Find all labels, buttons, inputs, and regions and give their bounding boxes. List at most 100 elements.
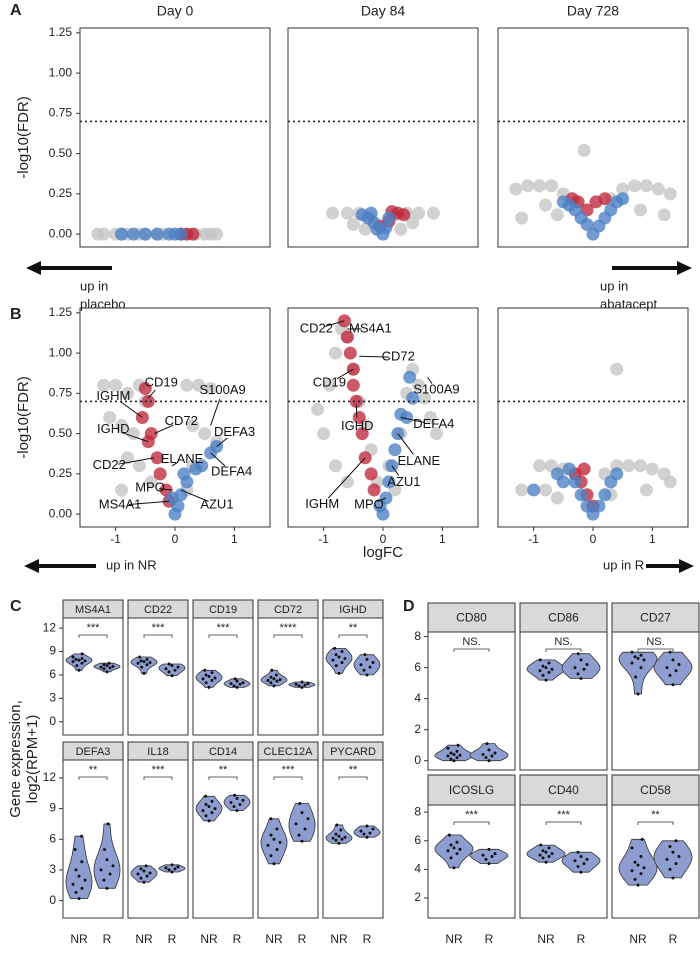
- facet-title: IL18: [147, 746, 168, 758]
- direction-note: placebo: [80, 296, 126, 311]
- point: [340, 206, 354, 220]
- facet-frame: [79, 307, 271, 528]
- y-tick-label: 3: [49, 862, 56, 876]
- x-tick-label: 1: [231, 532, 238, 546]
- annotation-label: CD72: [382, 349, 415, 364]
- point: [349, 394, 363, 408]
- data-dot: [142, 660, 146, 664]
- facet-strip: [427, 602, 516, 633]
- data-dot: [490, 754, 494, 758]
- facet-strip: [427, 774, 516, 806]
- data-dot: [213, 807, 217, 811]
- point: [533, 179, 547, 193]
- facet-title: CD40: [548, 783, 579, 797]
- data-dot: [266, 843, 270, 847]
- x-tick-label: 0: [172, 532, 179, 546]
- facet-frame: [519, 631, 608, 771]
- data-dot: [303, 827, 307, 831]
- data-dot: [633, 655, 637, 659]
- violin: [618, 838, 658, 886]
- data-dot: [74, 890, 78, 894]
- significance-label: ***: [557, 809, 571, 821]
- data-dot: [207, 675, 211, 678]
- point: [364, 467, 378, 481]
- facet-frame: [427, 631, 516, 771]
- data-dot: [333, 646, 337, 650]
- x-tick-label: R: [485, 932, 494, 946]
- violin: [653, 840, 693, 879]
- x-tick-label: NR: [70, 932, 88, 946]
- point: [329, 346, 342, 360]
- data-dot: [368, 831, 372, 835]
- significance-bracket: [453, 821, 490, 825]
- facet-title: DEFA3: [76, 746, 111, 758]
- facet-title: PYCARD: [330, 746, 376, 758]
- data-dot: [232, 684, 236, 688]
- facet-title: Day 0: [157, 3, 194, 19]
- annotation-label: AZU1: [387, 474, 420, 489]
- significance-label: ***: [465, 809, 479, 821]
- direction-note: up in: [600, 278, 628, 293]
- point: [326, 206, 340, 220]
- point: [418, 391, 432, 405]
- annotation-leader: [147, 389, 156, 399]
- significance-bracket: [338, 776, 368, 780]
- point: [616, 192, 630, 206]
- point: [138, 382, 152, 396]
- data-dot: [668, 650, 672, 654]
- significance-bracket: [338, 634, 368, 638]
- point: [168, 507, 182, 521]
- data-dot: [455, 840, 459, 844]
- data-dot: [207, 819, 211, 823]
- point: [651, 182, 665, 196]
- data-dot: [642, 658, 646, 662]
- significance-label: ***: [152, 622, 166, 634]
- point: [177, 467, 191, 481]
- data-dot: [111, 864, 115, 868]
- significance-label: **: [349, 622, 358, 634]
- data-dot: [210, 678, 214, 682]
- data-dot: [210, 811, 214, 815]
- data-dot: [449, 856, 453, 860]
- x-tick-label: -1: [110, 532, 121, 546]
- data-dot: [105, 886, 109, 890]
- y-tick-label: 1.00: [49, 65, 73, 79]
- point: [429, 427, 443, 441]
- annotation-label: CD19: [313, 375, 346, 390]
- significance-label: NS.: [554, 636, 572, 648]
- data-dot: [335, 823, 339, 827]
- data-dot: [550, 852, 554, 856]
- data-dot: [582, 862, 586, 866]
- facet-title: CD58: [640, 783, 671, 797]
- point: [616, 182, 630, 196]
- point: [311, 402, 325, 416]
- data-dot: [275, 847, 279, 851]
- point: [424, 411, 437, 424]
- violin: [93, 823, 121, 889]
- data-dot: [298, 801, 302, 805]
- data-dot: [487, 759, 491, 763]
- data-dot: [102, 878, 106, 882]
- facet-strip: [519, 774, 608, 806]
- x-tick-label: NR: [445, 932, 463, 946]
- data-dot: [365, 824, 369, 828]
- violin: [469, 743, 509, 762]
- data-dot: [170, 870, 174, 874]
- point: [394, 222, 408, 236]
- data-dot: [275, 827, 279, 831]
- point: [509, 182, 523, 196]
- direction-note: up in R: [603, 557, 644, 572]
- data-dot: [633, 860, 637, 864]
- facet-frame: [127, 617, 189, 736]
- point: [138, 227, 152, 241]
- data-dot: [136, 661, 140, 665]
- y-tick-label: 0.25: [49, 466, 73, 480]
- significance-label: ***: [282, 764, 296, 776]
- arrow-head: [679, 559, 694, 573]
- data-dot: [269, 817, 273, 821]
- violin: [469, 848, 509, 864]
- point: [403, 370, 417, 384]
- facet-title: CD14: [209, 746, 237, 758]
- data-dot: [235, 679, 239, 683]
- point: [165, 491, 179, 505]
